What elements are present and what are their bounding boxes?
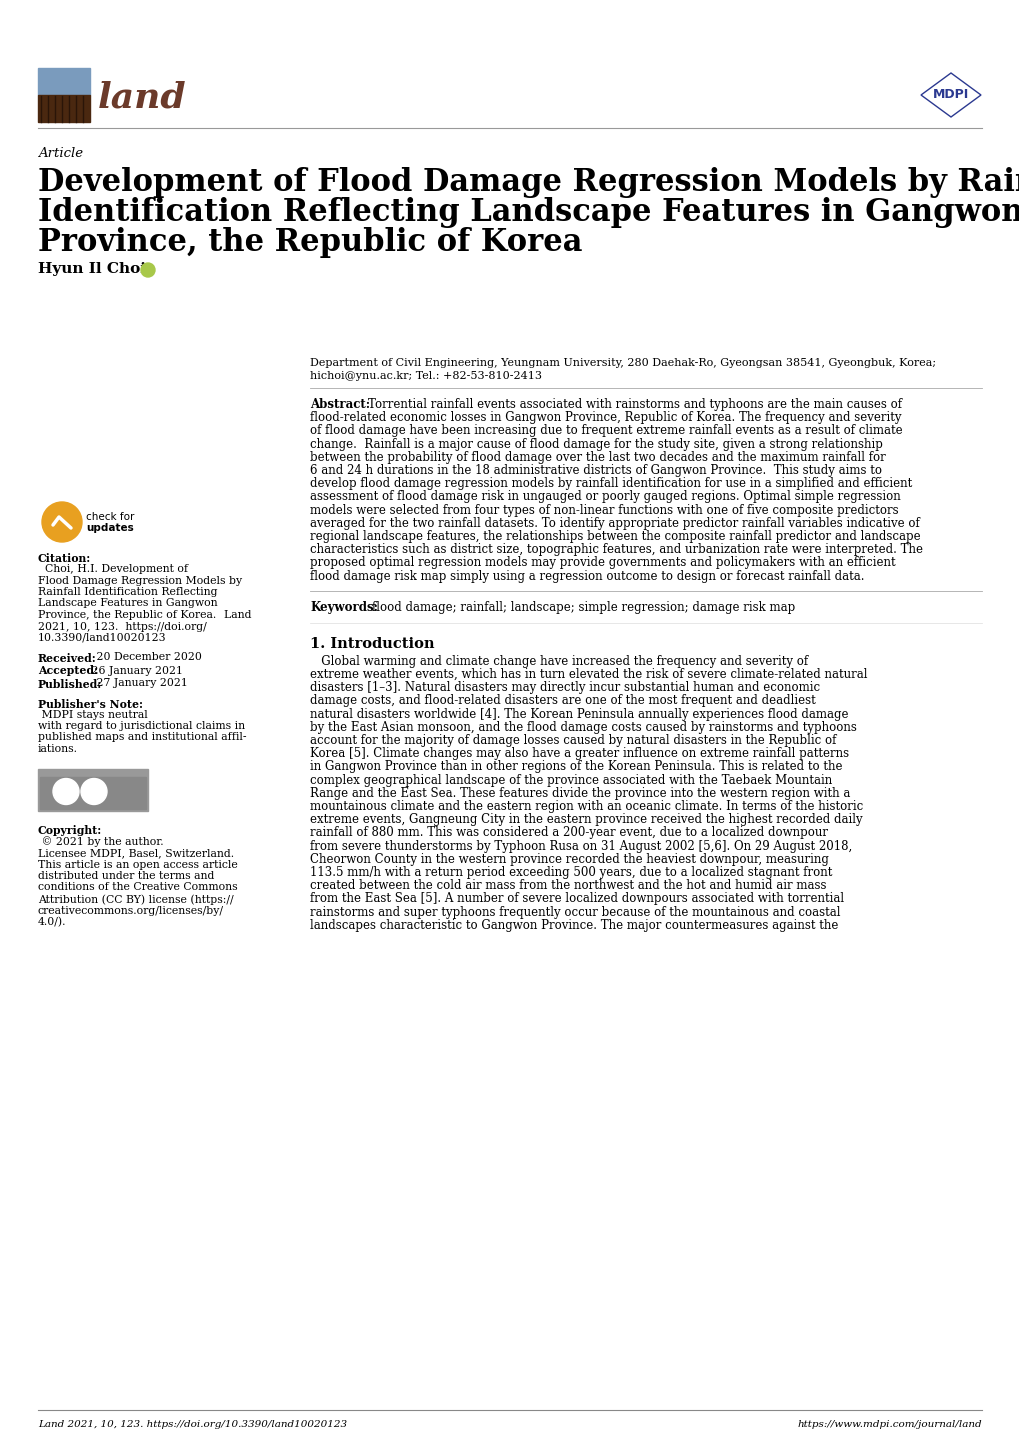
Text: cc: cc (59, 786, 72, 796)
Text: 4.0/).: 4.0/). (38, 917, 66, 927)
Text: Citation:: Citation: (38, 552, 91, 564)
Circle shape (42, 502, 82, 542)
Text: published maps and institutional affil-: published maps and institutional affil- (38, 733, 247, 743)
Text: Province, the Republic of Korea.   Land: Province, the Republic of Korea. Land (38, 610, 252, 620)
Text: Keywords:: Keywords: (310, 601, 378, 614)
Text: 27 January 2021: 27 January 2021 (93, 679, 187, 688)
Text: created between the cold air mass from the northwest and the hot and humid air m: created between the cold air mass from t… (310, 880, 825, 893)
Text: Received:: Received: (38, 652, 97, 663)
Text: Identification Reflecting Landscape Features in Gangwon: Identification Reflecting Landscape Feat… (38, 198, 1019, 228)
Text: Torrential rainfall events associated with rainstorms and typhoons are the main : Torrential rainfall events associated wi… (368, 398, 901, 411)
Text: Range and the East Sea. These features divide the province into the western regi: Range and the East Sea. These features d… (310, 787, 850, 800)
Text: iD: iD (144, 267, 152, 273)
Text: 26 January 2021: 26 January 2021 (88, 666, 182, 675)
Text: check for: check for (86, 512, 135, 522)
Text: Copyright:: Copyright: (38, 825, 102, 836)
Text: of flood damage have been increasing due to frequent extreme rainfall events as : of flood damage have been increasing due… (310, 424, 902, 437)
Circle shape (53, 779, 78, 805)
Text: distributed under the terms and: distributed under the terms and (38, 871, 214, 881)
Text: hichoi@ynu.ac.kr; Tel.: +82-53-810-2413: hichoi@ynu.ac.kr; Tel.: +82-53-810-2413 (310, 371, 541, 381)
Text: 6 and 24 h durations in the 18 administrative districts of Gangwon Province.  Th: 6 and 24 h durations in the 18 administr… (310, 464, 881, 477)
Text: with regard to jurisdictional claims in: with regard to jurisdictional claims in (38, 721, 245, 731)
Text: assessment of flood damage risk in ungauged or poorly gauged regions. Optimal si: assessment of flood damage risk in ungau… (310, 490, 900, 503)
Circle shape (81, 779, 107, 805)
Text: This article is an open access article: This article is an open access article (38, 859, 237, 870)
Text: proposed optimal regression models may provide governments and policymakers with: proposed optimal regression models may p… (310, 557, 895, 570)
Text: https://www.mdpi.com/journal/land: https://www.mdpi.com/journal/land (797, 1420, 981, 1429)
Text: creativecommons.org/licenses/by/: creativecommons.org/licenses/by/ (38, 906, 224, 916)
Text: Hyun Il Choi: Hyun Il Choi (38, 262, 146, 275)
Text: averaged for the two rainfall datasets. To identify appropriate predictor rainfa: averaged for the two rainfall datasets. … (310, 516, 919, 529)
Text: 2021, 10, 123.  https://doi.org/: 2021, 10, 123. https://doi.org/ (38, 622, 207, 632)
Text: Land 2021, 10, 123. https://doi.org/10.3390/land10020123: Land 2021, 10, 123. https://doi.org/10.3… (38, 1420, 346, 1429)
Text: change.  Rainfall is a major cause of flood damage for the study site, given a s: change. Rainfall is a major cause of flo… (310, 437, 882, 450)
Text: characteristics such as district size, topographic features, and urbanization ra: characteristics such as district size, t… (310, 544, 922, 557)
Text: mountainous climate and the eastern region with an oceanic climate. In terms of : mountainous climate and the eastern regi… (310, 800, 862, 813)
Text: Korea [5]. Climate changes may also have a greater influence on extreme rainfall: Korea [5]. Climate changes may also have… (310, 747, 848, 760)
Text: damage costs, and flood-related disasters are one of the most frequent and deadl: damage costs, and flood-related disaster… (310, 695, 815, 708)
Text: between the probability of flood damage over the last two decades and the maximu: between the probability of flood damage … (310, 451, 884, 464)
Text: regional landscape features, the relationships between the composite rainfall pr: regional landscape features, the relatio… (310, 531, 920, 544)
Text: updates: updates (86, 523, 133, 534)
Text: Global warming and climate change have increased the frequency and severity of: Global warming and climate change have i… (310, 655, 807, 668)
Text: Published:: Published: (38, 679, 102, 689)
Text: extreme weather events, which has in turn elevated the risk of severe climate-re: extreme weather events, which has in tur… (310, 668, 866, 681)
Text: Choi, H.I. Development of: Choi, H.I. Development of (38, 564, 187, 574)
Text: Development of Flood Damage Regression Models by Rainfall: Development of Flood Damage Regression M… (38, 167, 1019, 198)
Text: Publisher's Note:: Publisher's Note: (38, 698, 143, 709)
Text: disasters [1–3]. Natural disasters may directly incur substantial human and econ: disasters [1–3]. Natural disasters may d… (310, 681, 819, 694)
Bar (38, 769, 148, 810)
Text: from the East Sea [5]. A number of severe localized downpours associated with to: from the East Sea [5]. A number of sever… (310, 893, 844, 906)
Text: BY: BY (87, 806, 99, 815)
Text: 20 December 2020: 20 December 2020 (93, 652, 202, 662)
Text: flood-related economic losses in Gangwon Province, Republic of Korea. The freque: flood-related economic losses in Gangwon… (310, 411, 901, 424)
Text: rainfall of 880 mm. This was considered a 200-year event, due to a localized dow: rainfall of 880 mm. This was considered … (310, 826, 827, 839)
Text: Landscape Features in Gangwon: Landscape Features in Gangwon (38, 598, 217, 609)
Text: 113.5 mm/h with a return period exceeding 500 years, due to a localized stagnant: 113.5 mm/h with a return period exceedin… (310, 867, 832, 880)
Text: land: land (98, 79, 186, 114)
Circle shape (141, 262, 155, 277)
Text: © 2021 by the author.: © 2021 by the author. (38, 836, 163, 848)
Text: complex geographical landscape of the province associated with the Taebaek Mount: complex geographical landscape of the pr… (310, 773, 832, 786)
Text: Province, the Republic of Korea: Province, the Republic of Korea (38, 226, 582, 258)
Text: flood damage; rainfall; landscape; simple regression; damage risk map: flood damage; rainfall; landscape; simpl… (372, 601, 795, 614)
Text: flood damage risk map simply using a regression outcome to design or forecast ra: flood damage risk map simply using a reg… (310, 570, 864, 583)
Text: Abstract:: Abstract: (310, 398, 370, 411)
Text: Article: Article (38, 147, 83, 160)
Text: in Gangwon Province than in other regions of the Korean Peninsula. This is relat: in Gangwon Province than in other region… (310, 760, 842, 773)
Text: models were selected from four types of non-linear functions with one of five co: models were selected from four types of … (310, 503, 898, 516)
Bar (40, 776, 146, 809)
Text: Attribution (CC BY) license (https://: Attribution (CC BY) license (https:// (38, 894, 233, 904)
Text: develop flood damage regression models by rainfall identification for use in a s: develop flood damage regression models b… (310, 477, 911, 490)
Text: MDPI stays neutral: MDPI stays neutral (38, 709, 148, 720)
Bar (38, 95, 90, 123)
Text: rainstorms and super typhoons frequently occur because of the mountainous and co: rainstorms and super typhoons frequently… (310, 906, 840, 919)
Text: extreme events, Gangneung City in the eastern province received the highest reco: extreme events, Gangneung City in the ea… (310, 813, 862, 826)
Text: Accepted:: Accepted: (38, 666, 98, 676)
Text: Department of Civil Engineering, Yeungnam University, 280 Daehak-Ro, Gyeongsan 3: Department of Civil Engineering, Yeungna… (310, 358, 935, 368)
Bar (38, 68, 90, 95)
Text: landscapes characteristic to Gangwon Province. The major countermeasures against: landscapes characteristic to Gangwon Pro… (310, 919, 838, 932)
Text: 1. Introduction: 1. Introduction (310, 637, 434, 650)
Text: conditions of the Creative Commons: conditions of the Creative Commons (38, 883, 237, 893)
Text: 10.3390/land10020123: 10.3390/land10020123 (38, 633, 166, 643)
Text: Licensee MDPI, Basel, Switzerland.: Licensee MDPI, Basel, Switzerland. (38, 848, 234, 858)
Text: Flood Damage Regression Models by: Flood Damage Regression Models by (38, 575, 242, 585)
Text: Cheorwon County in the western province recorded the heaviest downpour, measurin: Cheorwon County in the western province … (310, 852, 828, 865)
Text: natural disasters worldwide [4]. The Korean Peninsula annually experiences flood: natural disasters worldwide [4]. The Kor… (310, 708, 848, 721)
Text: account for the majority of damage losses caused by natural disasters in the Rep: account for the majority of damage losse… (310, 734, 836, 747)
Text: Rainfall Identification Reflecting: Rainfall Identification Reflecting (38, 587, 217, 597)
Text: iations.: iations. (38, 744, 77, 754)
Text: from severe thunderstorms by Typhoon Rusa on 31 August 2002 [5,6]. On 29 August : from severe thunderstorms by Typhoon Rus… (310, 839, 852, 852)
Text: MDPI: MDPI (932, 88, 968, 101)
Text: by the East Asian monsoon, and the flood damage costs caused by rainstorms and t: by the East Asian monsoon, and the flood… (310, 721, 856, 734)
